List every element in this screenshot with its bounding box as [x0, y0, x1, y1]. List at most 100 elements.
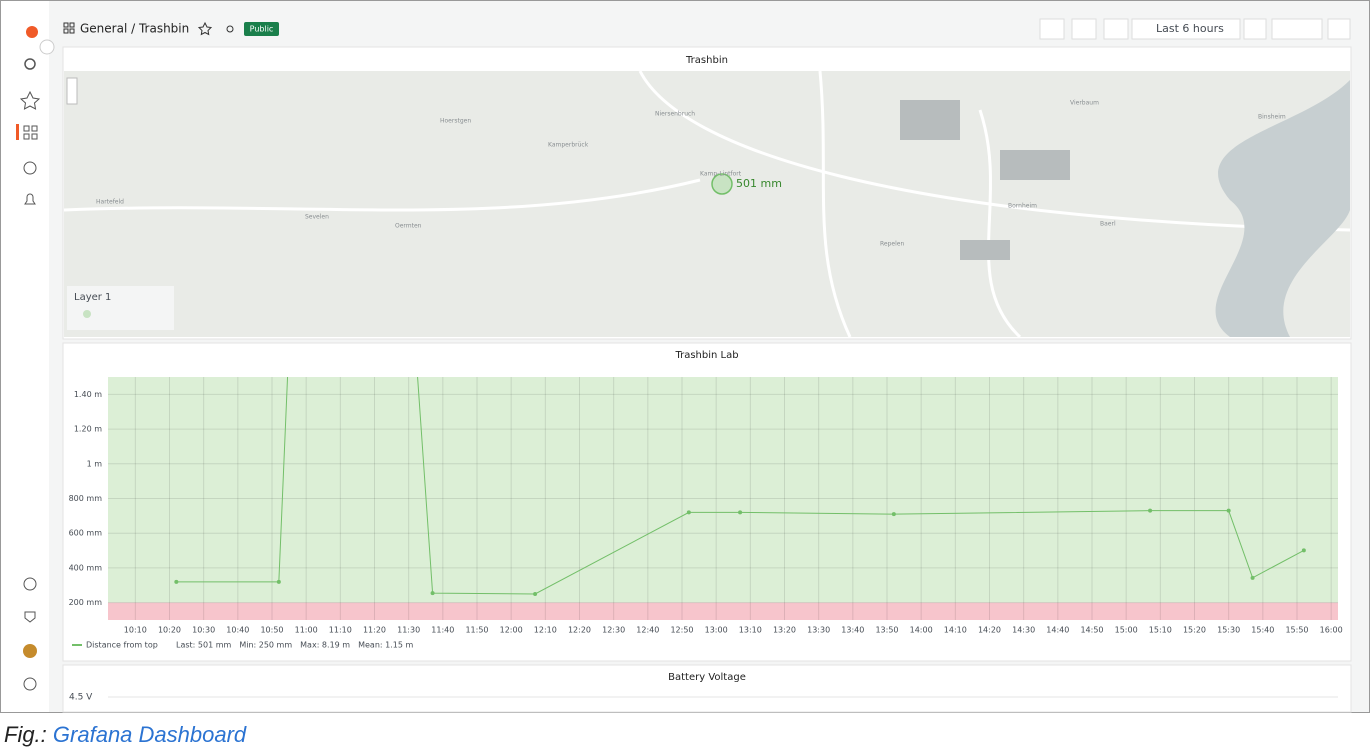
point: [738, 510, 742, 514]
point: [1251, 576, 1255, 580]
x-tick-label: 11:20: [363, 626, 386, 635]
page: General / Trashbin Public Last 6 hours T…: [0, 0, 1370, 753]
badge: Public: [250, 25, 274, 34]
place-label: Oermten: [395, 223, 422, 230]
marker-label: 501 mm: [736, 177, 782, 190]
place-label: Hoerstgen: [440, 118, 471, 125]
layer-swatch: [83, 310, 91, 318]
x-tick-label: 12:10: [534, 626, 557, 635]
x-tick-label: 14:40: [1046, 626, 1069, 635]
x-tick-label: 14:50: [1080, 626, 1103, 635]
x-tick-label: 10:20: [158, 626, 181, 635]
zoom-out[interactable]: [1244, 19, 1266, 39]
x-tick-label: 11:30: [397, 626, 420, 635]
y-tick-label: 1 m: [87, 459, 103, 468]
x-tick-label: 13:10: [739, 626, 762, 635]
x-tick-label: 12:40: [636, 626, 659, 635]
legend-stat: Max: 8.19 m: [300, 641, 350, 650]
x-tick-label: 12:50: [670, 626, 693, 635]
x-tick-label: 13:40: [841, 626, 864, 635]
x-tick-label: 14:30: [1012, 626, 1035, 635]
place-label: Kamp-Lintfort: [700, 171, 742, 178]
map: [64, 71, 1350, 337]
legend-label: Distance from top: [86, 641, 158, 650]
x-tick-label: 12:00: [500, 626, 523, 635]
panel-title: Battery Voltage: [668, 672, 746, 683]
place-label: Hartefeld: [96, 199, 124, 206]
point: [687, 510, 691, 514]
time-range[interactable]: Last 6 hours: [1156, 22, 1224, 35]
point: [1148, 509, 1152, 513]
zoom-control[interactable]: [67, 78, 77, 104]
point: [892, 512, 896, 516]
refresh[interactable]: [1272, 19, 1322, 39]
x-tick-label: 15:00: [1115, 626, 1138, 635]
legend-stat: Last: 501 mm: [176, 641, 232, 650]
tv-mode[interactable]: [1328, 19, 1350, 39]
y-tick-label: 1.20 m: [74, 425, 102, 434]
x-tick-label: 15:10: [1149, 626, 1172, 635]
x-tick-label: 13:50: [875, 626, 898, 635]
point: [431, 591, 435, 595]
settings[interactable]: [1104, 19, 1128, 39]
x-tick-label: 13:20: [773, 626, 796, 635]
breadcrumb[interactable]: General / Trashbin: [80, 22, 189, 36]
panel-title: Trashbin Lab: [674, 350, 738, 361]
x-tick-label: 11:50: [465, 626, 488, 635]
layer-name: Layer 1: [74, 292, 111, 303]
save[interactable]: [1072, 19, 1096, 39]
x-tick-label: 11:00: [295, 626, 318, 635]
point: [1302, 548, 1306, 552]
y-tick-label: 1.40 m: [74, 390, 102, 399]
x-tick-label: 14:10: [944, 626, 967, 635]
y-tick-label: 600 mm: [69, 529, 103, 538]
x-tick-label: 10:30: [192, 626, 215, 635]
caption-link[interactable]: Grafana Dashboard: [53, 722, 246, 747]
y-tick-label: 4.5 V: [69, 693, 93, 703]
panel-title: Trashbin: [685, 55, 728, 66]
place-label: Bornheim: [1008, 203, 1037, 210]
point: [1227, 509, 1231, 513]
x-tick-label: 10:40: [226, 626, 249, 635]
x-tick-label: 15:40: [1251, 626, 1274, 635]
x-tick-label: 10:10: [124, 626, 147, 635]
threshold-low: [108, 603, 1338, 620]
x-tick-label: 15:50: [1285, 626, 1308, 635]
threshold-ok: [108, 377, 1338, 603]
x-tick-label: 13:30: [807, 626, 830, 635]
point: [277, 580, 281, 584]
y-tick-label: 200 mm: [69, 598, 103, 607]
x-tick-label: 14:20: [978, 626, 1001, 635]
y-tick-label: 400 mm: [69, 563, 103, 572]
x-tick-label: 16:00: [1320, 626, 1343, 635]
legend-stat: Min: 250 mm: [239, 641, 292, 650]
place-label: Niersenbruch: [655, 111, 695, 118]
place-label: Repelen: [880, 241, 904, 248]
place-label: Vierbaum: [1070, 100, 1099, 107]
x-tick-label: 13:00: [705, 626, 728, 635]
x-tick-label: 10:50: [260, 626, 283, 635]
caption: Fig.: Grafana Dashboard: [4, 722, 246, 748]
expand[interactable]: [40, 40, 54, 54]
point: [533, 592, 537, 596]
point: [174, 580, 178, 584]
place-label: Sevelen: [305, 214, 329, 221]
x-tick-label: 11:10: [329, 626, 352, 635]
x-tick-label: 15:30: [1217, 626, 1240, 635]
place-label: Binsheim: [1258, 114, 1286, 121]
place-label: Baerl: [1100, 221, 1116, 228]
add-panel[interactable]: [1040, 19, 1064, 39]
avatar[interactable]: [23, 644, 37, 658]
place-label: Kamperbrück: [548, 142, 589, 149]
legend-stat: Mean: 1.15 m: [358, 641, 413, 650]
x-tick-label: 12:20: [568, 626, 591, 635]
caption-prefix: Fig.:: [4, 722, 47, 747]
screenshot: General / Trashbin Public Last 6 hours T…: [0, 0, 1370, 713]
x-tick-label: 11:40: [431, 626, 454, 635]
y-tick-label: 800 mm: [69, 494, 103, 503]
logo[interactable]: [26, 26, 38, 38]
x-tick-label: 15:20: [1183, 626, 1206, 635]
x-tick-label: 12:30: [602, 626, 625, 635]
active-marker: [16, 124, 19, 140]
x-tick-label: 14:00: [910, 626, 933, 635]
